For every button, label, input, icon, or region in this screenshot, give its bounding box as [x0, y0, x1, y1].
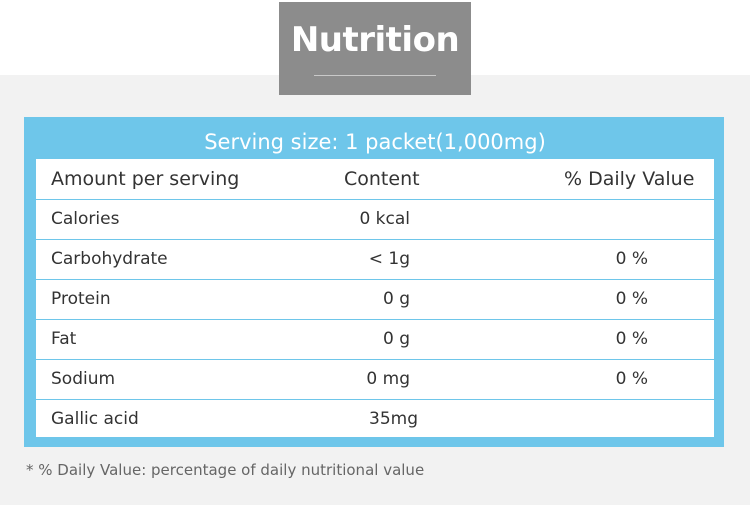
- row-daily-value: 0 %: [615, 329, 648, 349]
- row-name: Calories: [51, 209, 120, 229]
- table-row: Calories 0 kcal: [36, 199, 714, 240]
- title-box: Nutrition: [279, 2, 471, 95]
- table-row: Sodium 0 mg 0 %: [36, 359, 714, 400]
- table-row: Gallic acid 35mg: [36, 399, 714, 439]
- row-content: 0 g: [382, 289, 410, 309]
- row-content: 0 g: [382, 329, 410, 349]
- footnote: * % Daily Value: percentage of daily nut…: [26, 461, 425, 479]
- row-daily-value: 0 %: [615, 369, 648, 389]
- header-content: Content: [344, 168, 420, 190]
- row-content: 0 kcal: [359, 209, 410, 229]
- row-name: Protein: [51, 289, 111, 309]
- row-content: 35mg: [369, 409, 418, 429]
- row-name: Gallic acid: [51, 409, 139, 429]
- row-name: Fat: [51, 329, 77, 349]
- header-amount: Amount per serving: [51, 168, 240, 190]
- table-header-row: Amount per serving Content % Daily Value: [36, 159, 714, 200]
- row-content: 0 mg: [366, 369, 410, 389]
- header-daily-value: % Daily Value: [564, 168, 695, 190]
- serving-size-banner: Serving size: 1 packet(1,000mg): [36, 125, 714, 159]
- row-name: Sodium: [51, 369, 116, 389]
- row-daily-value: 0 %: [615, 289, 648, 309]
- table-row: Protein 0 g 0 %: [36, 279, 714, 320]
- table-row: Carbohydrate < 1g 0 %: [36, 239, 714, 280]
- title-underline: [314, 75, 436, 76]
- row-daily-value: 0 %: [615, 249, 648, 269]
- table-row: Fat 0 g 0 %: [36, 319, 714, 360]
- nutrition-panel: Serving size: 1 packet(1,000mg) Amount p…: [24, 117, 724, 447]
- row-content: < 1g: [368, 249, 410, 269]
- row-name: Carbohydrate: [51, 249, 168, 269]
- page-title: Nutrition: [290, 20, 460, 60]
- nutrition-table: Serving size: 1 packet(1,000mg) Amount p…: [36, 125, 714, 437]
